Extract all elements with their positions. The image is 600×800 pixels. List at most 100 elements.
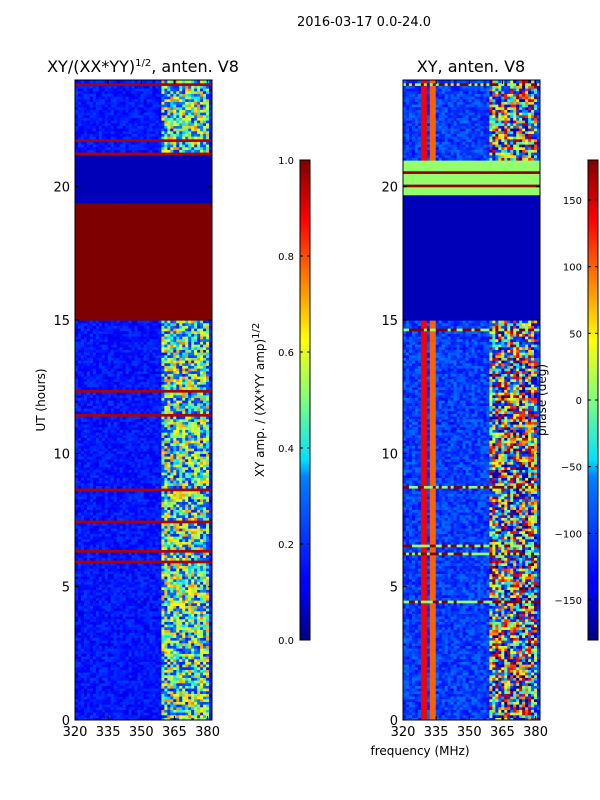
heatmap-cell [83, 704, 88, 708]
heatmap-cell [194, 709, 198, 713]
heatmap-cell [80, 570, 85, 574]
heatmap-cell [197, 597, 201, 601]
heatmap-cell [128, 642, 133, 646]
heatmap-cell [203, 560, 207, 564]
heatmap-cell [119, 706, 124, 710]
heatmap-cell [179, 605, 183, 609]
heatmap-cell [182, 645, 186, 649]
heatmap-cell [173, 664, 177, 668]
heatmap-cell [89, 528, 94, 532]
heatmap-cell [75, 605, 79, 609]
heatmap-cell [116, 658, 121, 662]
heatmap-cell [107, 562, 112, 566]
heatmap-cell [203, 650, 207, 654]
heatmap-cell [146, 554, 151, 558]
heatmap-cell [80, 672, 85, 676]
heatmap-cell [128, 648, 133, 652]
heatmap-cell [95, 536, 100, 540]
heatmap-cell [167, 669, 171, 673]
heatmap-cell [122, 648, 127, 652]
heatmap-cell [188, 672, 192, 676]
heatmap-cell [113, 602, 118, 606]
heatmap-cell [191, 680, 195, 684]
heatmap-cell [98, 546, 103, 550]
heatmap-cell [191, 546, 195, 550]
heatmap-cell [77, 712, 82, 716]
heatmap-cell [77, 648, 82, 652]
heatmap-cell [75, 642, 79, 646]
heatmap-cell [92, 648, 97, 652]
heatmap-cell [125, 608, 130, 612]
heatmap-cell [200, 530, 204, 534]
heatmap-cell [107, 642, 112, 646]
heatmap-cell [128, 573, 133, 577]
heatmap-cell [122, 680, 127, 684]
heatmap-cell [98, 565, 103, 569]
heatmap-cell [128, 552, 133, 556]
heatmap-cell [173, 682, 177, 686]
heatmap-cell [113, 690, 118, 694]
heatmap-cell [89, 709, 94, 713]
heatmap-cell [75, 608, 79, 612]
heatmap-cell [194, 581, 198, 585]
heatmap-cell [104, 677, 109, 681]
heatmap-cell [143, 586, 148, 590]
heatmap-cell [161, 514, 165, 518]
heatmap-cell [182, 674, 186, 678]
heatmap-cell [191, 578, 195, 582]
heatmap-cell [104, 680, 109, 684]
heatmap-cell [137, 629, 142, 633]
heatmap-cell [89, 621, 94, 625]
heatmap-cell [110, 624, 115, 628]
heatmap-cell [134, 581, 139, 585]
heatmap-cell [170, 634, 174, 638]
heatmap-cell [116, 546, 121, 550]
heatmap-cell [155, 706, 159, 710]
heatmap-cell [137, 669, 142, 673]
heatmap-cell [125, 514, 130, 518]
heatmap-cell [152, 616, 157, 620]
heatmap-cell [173, 589, 177, 593]
heatmap-cell [125, 714, 130, 718]
heatmap-cell [95, 560, 100, 564]
heatmap-cell [173, 645, 177, 649]
heatmap-cell [92, 605, 97, 609]
heatmap-cell [77, 658, 82, 662]
heatmap-cell [164, 661, 168, 665]
heatmap-cell [179, 528, 183, 532]
heatmap-cell [131, 650, 136, 654]
heatmap-cell [83, 709, 88, 713]
heatmap-cell [209, 576, 212, 580]
heatmap-cell [182, 576, 186, 580]
heatmap-cell [113, 645, 118, 649]
heatmap-cell [155, 658, 159, 662]
heatmap-cell [200, 674, 204, 678]
heatmap-cell [80, 522, 85, 526]
heatmap-cell [179, 573, 183, 577]
heatmap-cell [170, 616, 174, 620]
heatmap-cell [119, 576, 124, 580]
heatmap-cell [131, 522, 136, 526]
heatmap-cell [203, 685, 207, 689]
heatmap-cell [92, 682, 97, 686]
heatmap-cell [119, 658, 124, 662]
heatmap-cell [119, 701, 124, 705]
heatmap-cell [167, 661, 171, 665]
heatmap-cell [131, 517, 136, 521]
heatmap-cell [203, 546, 207, 550]
heatmap-cell [158, 693, 162, 697]
heatmap-cell [146, 626, 151, 630]
heatmap-cell [104, 632, 109, 636]
heatmap-cell [176, 514, 180, 518]
heatmap-cell [113, 608, 118, 612]
heatmap-cell [143, 674, 148, 678]
heatmap-cell [209, 589, 212, 593]
heatmap-cell [191, 536, 195, 540]
heatmap-cell [146, 648, 151, 652]
heatmap-cell [191, 565, 195, 569]
heatmap-cell [185, 594, 189, 598]
heatmap-cell [203, 597, 207, 601]
heatmap-cell [170, 509, 174, 513]
heatmap-cell [77, 565, 82, 569]
heatmap-cell [203, 624, 207, 628]
